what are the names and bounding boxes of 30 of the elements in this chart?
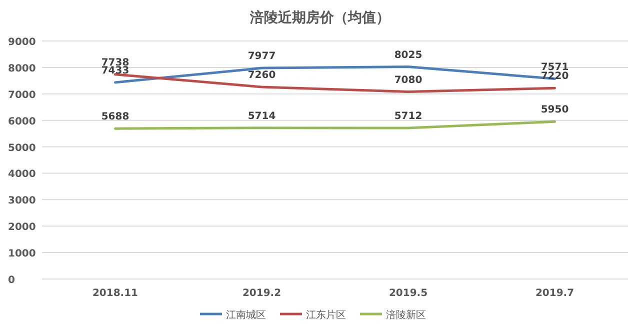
y-tick-label: 0	[8, 275, 15, 286]
legend-label: 涪陵新区	[386, 309, 426, 321]
data-label: 5714	[248, 110, 276, 122]
data-label: 7080	[394, 74, 422, 86]
x-tick-label: 2019.2	[242, 288, 282, 299]
y-tick-label: 7000	[8, 90, 36, 101]
y-tick-label: 4000	[8, 169, 36, 180]
data-label: 7220	[540, 71, 569, 82]
x-tick-label: 2019.7	[535, 288, 574, 299]
x-tick-label: 2018.11	[92, 288, 138, 299]
data-label: 8025	[394, 50, 422, 61]
y-tick-label: 1000	[8, 248, 36, 260]
y-tick-label: 8000	[8, 63, 36, 74]
data-label: 5688	[101, 112, 130, 123]
legend-label: 江南城区	[226, 309, 266, 321]
data-label: 5712	[394, 110, 422, 122]
data-label: 7260	[248, 70, 276, 82]
y-tick-label: 6000	[8, 116, 36, 128]
y-tick-label: 2000	[8, 222, 36, 234]
data-label: 5950	[540, 104, 569, 116]
y-tick-label: 9000	[8, 37, 36, 48]
x-tick-label: 2019.5	[388, 288, 428, 299]
data-label: 7433	[101, 65, 130, 76]
line-series	[114, 120, 556, 130]
chart-title: 涪陵近期房价（均值）	[249, 9, 390, 26]
legend-label: 江东片区	[306, 309, 346, 321]
y-tick-label: 3000	[8, 196, 36, 207]
data-label: 7571	[540, 62, 569, 73]
y-tick-label: 5000	[8, 142, 36, 154]
data-label: 7977	[248, 51, 276, 62]
